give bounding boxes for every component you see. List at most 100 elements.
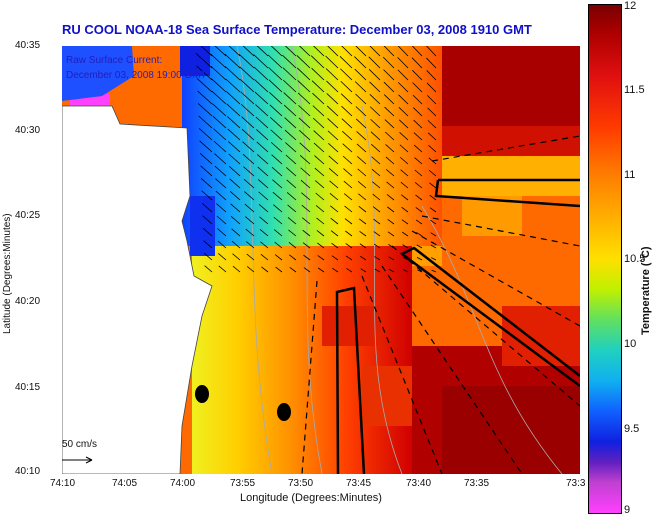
current-arrow — [213, 128, 227, 141]
current-arrow — [285, 142, 297, 153]
current-arrow — [340, 80, 353, 93]
current-arrow — [414, 157, 423, 165]
x-tick-74-00: 74:00 — [170, 478, 196, 489]
current-arrow — [384, 131, 395, 141]
current-arrow — [355, 118, 367, 129]
current-arrow — [358, 218, 367, 225]
x-tick-73-35: 73:35 — [464, 478, 490, 489]
cb-tick-10: 10 — [624, 338, 637, 350]
current-arrow — [368, 69, 381, 81]
current-arrow — [315, 192, 325, 201]
current-arrow — [313, 142, 325, 153]
current-arrow — [226, 116, 241, 129]
current-arrow — [310, 55, 325, 69]
sst-map-svg — [62, 46, 580, 474]
current-arrow — [298, 117, 311, 129]
current-arrow — [241, 128, 255, 141]
current-arrow — [201, 202, 213, 213]
current-arrow — [384, 106, 395, 117]
current-arrow — [383, 94, 395, 105]
current-arrow — [282, 67, 297, 81]
current-arrow — [388, 256, 395, 261]
current-arrow — [401, 219, 409, 225]
current-arrow — [357, 156, 367, 165]
current-arrow — [301, 192, 311, 201]
current-arrow — [340, 93, 353, 105]
current-arrow — [228, 46, 241, 57]
current-arrow — [412, 107, 423, 117]
current-arrow — [354, 68, 367, 81]
current-arrow — [332, 267, 339, 273]
current-arrow — [330, 217, 339, 225]
current-arrow — [269, 92, 283, 105]
current-arrow — [230, 203, 241, 213]
current-arrow — [369, 46, 381, 57]
current-arrow — [401, 206, 409, 213]
current-arrow — [326, 93, 339, 105]
current-arrow — [259, 216, 269, 225]
current-arrow — [411, 46, 423, 57]
current-arrow — [198, 128, 213, 141]
current-arrow — [297, 80, 311, 93]
current-arrow — [303, 267, 311, 273]
current-arrow — [398, 107, 409, 117]
current-arrow — [317, 267, 325, 273]
current-arrow — [427, 107, 437, 117]
current-arrow — [198, 115, 213, 129]
current-arrow — [344, 205, 353, 213]
current-arrow — [343, 180, 353, 189]
current-arrow — [254, 79, 269, 93]
current-arrow — [415, 219, 423, 225]
map-title: RU COOL NOAA-18 Sea Surface Temperature:… — [62, 22, 532, 37]
current-arrow — [354, 81, 367, 93]
current-arrow — [328, 143, 339, 153]
current-arrow — [202, 215, 213, 225]
current-arrow — [246, 241, 255, 249]
current-arrow — [203, 252, 213, 261]
current-arrow — [255, 104, 269, 117]
current-arrow — [258, 204, 269, 213]
current-arrow — [388, 268, 395, 273]
current-arrow — [270, 141, 283, 153]
current-arrow — [245, 228, 255, 237]
current-arrow — [242, 153, 255, 165]
current-arrow — [213, 140, 227, 153]
cb-tick-11-5: 11.5 — [624, 84, 645, 96]
current-arrow — [299, 154, 311, 165]
current-arrow — [199, 140, 213, 153]
current-arrow — [302, 242, 311, 249]
current-arrow — [261, 266, 269, 273]
current-arrow — [301, 204, 311, 213]
current-arrow — [197, 90, 213, 105]
current-arrow — [429, 182, 437, 189]
current-arrow — [302, 229, 311, 237]
current-arrow — [298, 46, 311, 57]
current-arrow — [374, 268, 381, 273]
current-arrow — [383, 81, 395, 93]
current-arrow — [354, 56, 367, 69]
current-arrow — [359, 243, 367, 249]
current-arrow — [428, 145, 437, 153]
current-arrow — [371, 156, 381, 165]
current-arrow — [257, 154, 269, 165]
current-arrow — [414, 182, 423, 189]
current-arrow — [297, 92, 311, 105]
current-arrow — [371, 143, 381, 153]
current-arrow — [426, 46, 437, 57]
current-arrow — [356, 131, 367, 141]
current-arrow — [398, 94, 409, 105]
current-arrow — [227, 141, 241, 153]
current-arrow — [413, 144, 423, 153]
current-arrow — [210, 53, 227, 69]
current-arrow — [200, 165, 213, 177]
current-arrow — [214, 153, 227, 165]
current-arrow — [346, 268, 353, 273]
current-arrow — [416, 232, 423, 237]
current-arrow — [387, 219, 395, 225]
current-arrow — [369, 81, 381, 93]
current-arrow — [427, 95, 437, 105]
current-arrow — [400, 181, 409, 189]
current-arrow — [212, 115, 227, 129]
current-arrow — [232, 253, 241, 261]
current-arrow — [370, 131, 381, 141]
